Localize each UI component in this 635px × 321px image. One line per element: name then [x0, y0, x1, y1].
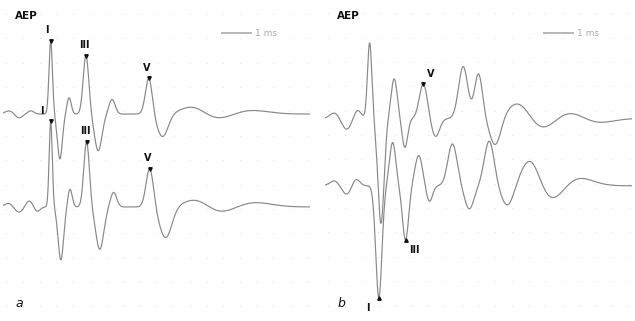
Text: AEP: AEP — [337, 11, 360, 21]
Text: AEP: AEP — [15, 11, 38, 21]
Text: III: III — [80, 126, 90, 136]
Text: V: V — [427, 69, 434, 79]
Text: a: a — [15, 297, 23, 310]
Text: III: III — [79, 40, 90, 50]
Text: 1 ms: 1 ms — [255, 29, 277, 38]
Text: b: b — [337, 297, 345, 310]
Text: I: I — [45, 25, 49, 35]
Text: I: I — [366, 303, 370, 313]
Text: I: I — [40, 106, 43, 116]
Text: V: V — [144, 153, 152, 163]
Text: V: V — [144, 63, 151, 73]
Text: III: III — [410, 245, 420, 255]
Text: 1 ms: 1 ms — [577, 29, 599, 38]
